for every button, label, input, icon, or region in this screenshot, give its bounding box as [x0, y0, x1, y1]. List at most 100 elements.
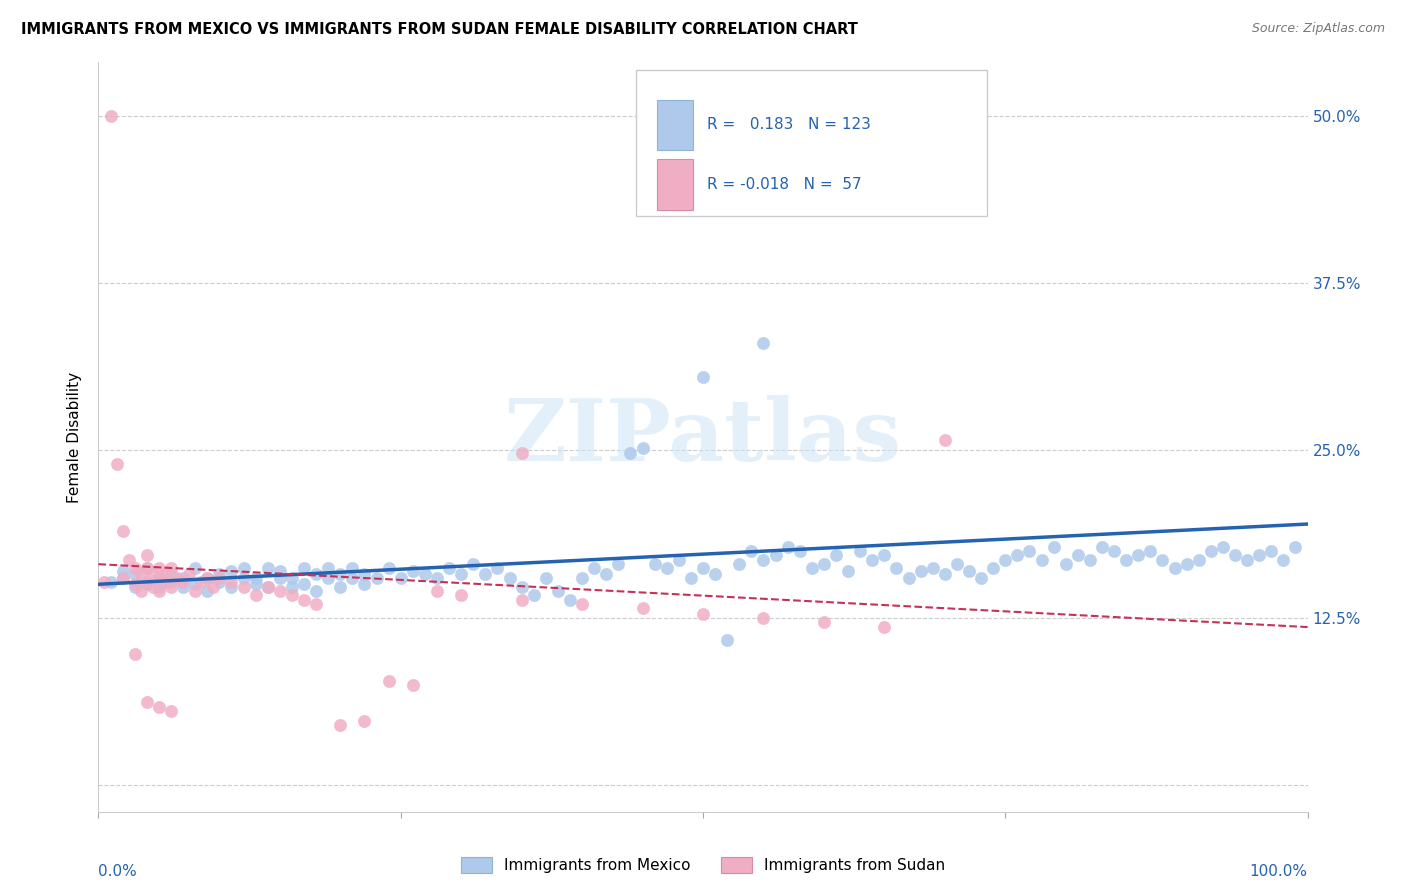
Point [353, 566, 375, 581]
Point [377, 561, 399, 575]
Point [1139, 544, 1161, 558]
Point [389, 571, 412, 585]
Point [1042, 540, 1064, 554]
Point [292, 593, 315, 607]
Point [305, 598, 328, 612]
Point [1260, 544, 1282, 558]
Point [800, 561, 823, 575]
Point [1102, 544, 1125, 558]
Point [179, 566, 201, 581]
Point [692, 561, 714, 575]
Point [135, 695, 157, 709]
Point [135, 561, 157, 575]
Text: R =   0.183   N = 123: R = 0.183 N = 123 [707, 117, 870, 132]
Point [172, 580, 194, 594]
Point [765, 548, 787, 562]
Point [256, 580, 278, 594]
Point [142, 580, 165, 594]
FancyBboxPatch shape [657, 100, 693, 150]
Point [135, 574, 157, 589]
Point [232, 561, 254, 575]
Point [1128, 548, 1150, 562]
Point [921, 561, 943, 575]
Point [910, 564, 932, 578]
Point [100, 109, 122, 123]
Point [329, 566, 352, 581]
Point [148, 700, 170, 714]
Point [644, 557, 666, 572]
Point [1236, 553, 1258, 567]
Point [105, 457, 128, 471]
Point [981, 561, 1004, 575]
Point [172, 571, 194, 585]
Point [160, 580, 183, 594]
Point [160, 566, 183, 581]
Point [813, 178, 835, 193]
Point [886, 561, 908, 575]
Point [1031, 553, 1053, 567]
Point [124, 566, 146, 581]
Point [437, 561, 460, 575]
Point [208, 574, 231, 589]
Point [849, 544, 872, 558]
Point [195, 584, 218, 599]
Point [269, 584, 291, 599]
Point [692, 369, 714, 384]
Point [813, 615, 835, 629]
Point [292, 577, 315, 591]
Point [111, 571, 134, 585]
Point [534, 571, 557, 585]
Text: 100.0%: 100.0% [1250, 864, 1308, 880]
Point [281, 571, 304, 585]
Point [184, 561, 207, 575]
Point [873, 620, 896, 634]
Point [377, 673, 399, 688]
Point [776, 540, 799, 554]
Point [208, 566, 231, 581]
Point [190, 574, 212, 589]
Point [1007, 548, 1029, 562]
Point [221, 564, 243, 578]
Point [269, 571, 291, 585]
Point [413, 566, 436, 581]
Point [142, 566, 165, 581]
Point [195, 571, 218, 585]
Point [486, 561, 509, 575]
Point [281, 588, 304, 602]
Point [111, 564, 134, 578]
Point [1054, 557, 1077, 572]
Point [232, 580, 254, 594]
Point [402, 564, 425, 578]
Point [668, 553, 690, 567]
Point [93, 574, 115, 589]
Point [860, 553, 883, 567]
Text: 0.0%: 0.0% [98, 864, 138, 880]
Point [153, 566, 176, 581]
Point [148, 580, 170, 594]
Point [281, 580, 304, 594]
Point [148, 571, 170, 585]
Point [631, 601, 654, 615]
Point [402, 678, 425, 692]
Point [523, 588, 546, 602]
Point [329, 717, 352, 731]
Point [124, 580, 146, 594]
Point [1018, 544, 1040, 558]
Point [135, 577, 157, 591]
Point [135, 561, 157, 575]
Point [498, 571, 520, 585]
Point [195, 571, 218, 585]
Point [342, 571, 364, 585]
Point [118, 553, 141, 567]
Point [716, 633, 738, 648]
Point [752, 553, 775, 567]
Point [221, 574, 243, 589]
Point [342, 561, 364, 575]
Point [184, 584, 207, 599]
Point [111, 571, 134, 585]
Point [366, 571, 388, 585]
Point [1091, 540, 1114, 554]
Point [221, 580, 243, 594]
Point [946, 557, 969, 572]
Point [292, 561, 315, 575]
